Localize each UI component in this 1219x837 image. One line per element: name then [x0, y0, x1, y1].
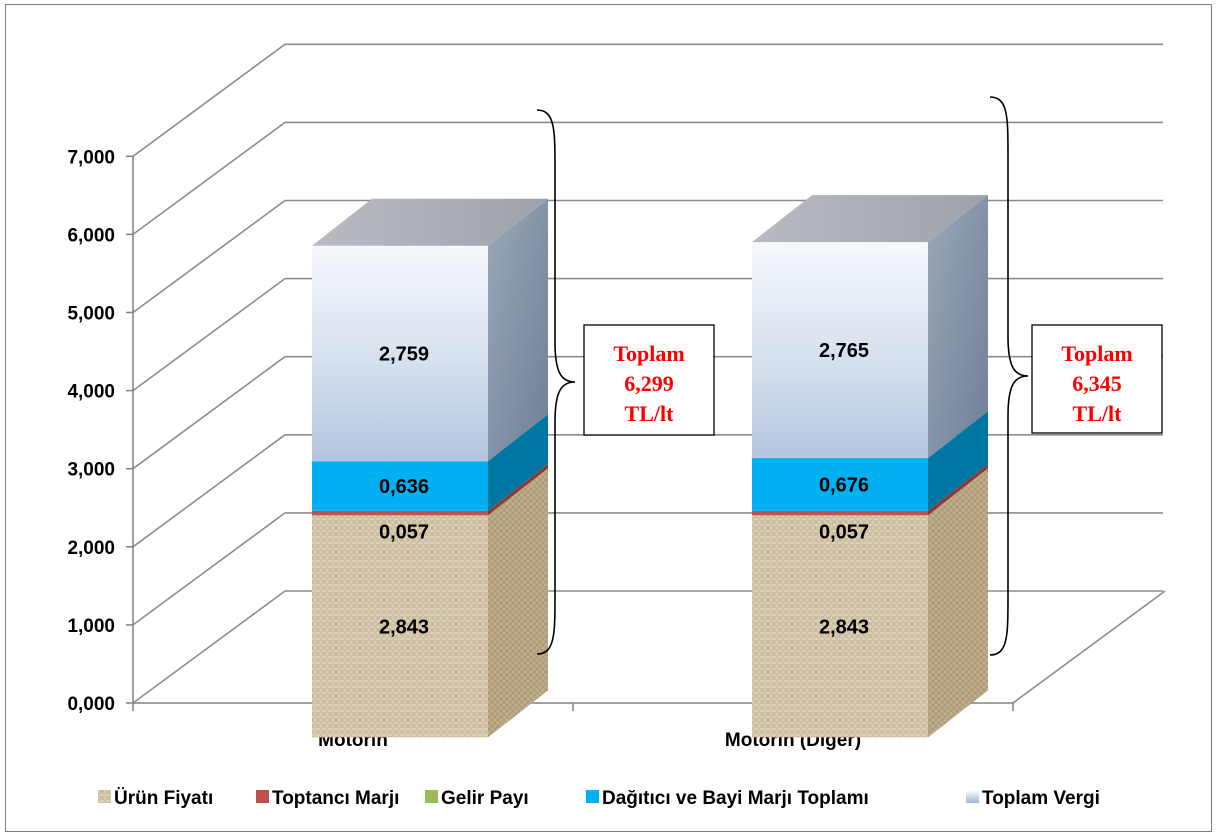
legend-label: Toptancı Marjı [272, 788, 399, 809]
legend-label: Dağıtıcı ve Bayi Marjı Toplamı [602, 788, 869, 809]
y-tick-label: 2,000 [67, 538, 115, 559]
legend-swatch [586, 790, 599, 803]
legend-item: Toptancı Marjı [256, 788, 399, 809]
chart-floor [133, 591, 1165, 703]
bar-segment-side [488, 414, 548, 511]
y-tick-label: 0,000 [67, 694, 115, 715]
bar-segment-side [488, 468, 548, 738]
gridline-side [132, 199, 286, 314]
bar-segment-front [312, 515, 488, 738]
total-label: Toplam [613, 341, 684, 366]
bar-top [312, 198, 548, 246]
y-tick-label: 1,000 [67, 616, 115, 637]
legend-label: Ürün Fiyatı [114, 788, 213, 809]
total-box [583, 324, 715, 436]
data-label: 0,057 [819, 521, 869, 543]
bar-segment-side [488, 198, 548, 462]
total-unit: TL/lt [625, 401, 675, 426]
bar-segment-front [752, 242, 928, 459]
bar-top [752, 195, 988, 243]
legend-label: Toplam Vergi [982, 788, 1100, 809]
total-label: Toplam [1061, 341, 1132, 366]
legend-label: Gelir Payı [441, 788, 529, 809]
legend-swatch [966, 790, 979, 803]
bar-segment-side [488, 463, 548, 516]
gridline-side [132, 434, 286, 548]
data-label: 0,057 [379, 521, 429, 543]
total-value: 6,345 [1072, 371, 1122, 396]
data-label: 0,636 [379, 476, 429, 498]
gridline-side [132, 121, 286, 236]
y-tick-label: 5,000 [67, 304, 115, 325]
y-tick-label: 7,000 [67, 147, 115, 168]
chart-frame [5, 4, 1212, 832]
legend-item: Ürün Fiyatı [98, 788, 213, 809]
floor-edge [1012, 590, 1166, 704]
total-brace [989, 96, 1029, 656]
legend-item: Toplam Vergi [966, 788, 1100, 809]
bar-segment-side [928, 463, 988, 516]
gridline-side [132, 356, 286, 470]
total-box [1031, 324, 1163, 434]
bar-segment-front [312, 461, 488, 511]
data-label: 2,759 [379, 343, 429, 365]
bar-segment-side [928, 411, 988, 511]
data-label: 2,765 [819, 340, 869, 362]
bar-segment-front [312, 245, 488, 462]
bar-segment-front [752, 510, 928, 516]
data-label: 2,843 [819, 616, 869, 638]
data-label: 0,676 [819, 474, 869, 496]
total-value: 6,299 [624, 371, 674, 396]
legend-swatch [98, 790, 111, 803]
gridline-side [132, 277, 286, 392]
bar-segment-side [928, 195, 988, 459]
total-brace [536, 109, 576, 655]
bar-segment-front [752, 515, 928, 738]
total-unit: TL/lt [1073, 401, 1123, 426]
y-tick-label: 4,000 [67, 382, 115, 403]
gridline-side [132, 590, 286, 704]
legend-swatch [425, 790, 438, 803]
y-tick-label: 6,000 [67, 225, 115, 246]
gridline-side [132, 43, 286, 157]
bar-segment-front [752, 458, 928, 511]
legend-item: Dağıtıcı ve Bayi Marjı Toplamı [586, 788, 869, 809]
legend-item: Gelir Payı [425, 788, 529, 809]
data-label: 2,843 [379, 616, 429, 638]
bar-segment-front [312, 510, 488, 516]
gridline-side [132, 512, 286, 626]
bar-segment-side [928, 468, 988, 738]
y-tick-label: 3,000 [67, 460, 115, 481]
legend-swatch [256, 790, 269, 803]
